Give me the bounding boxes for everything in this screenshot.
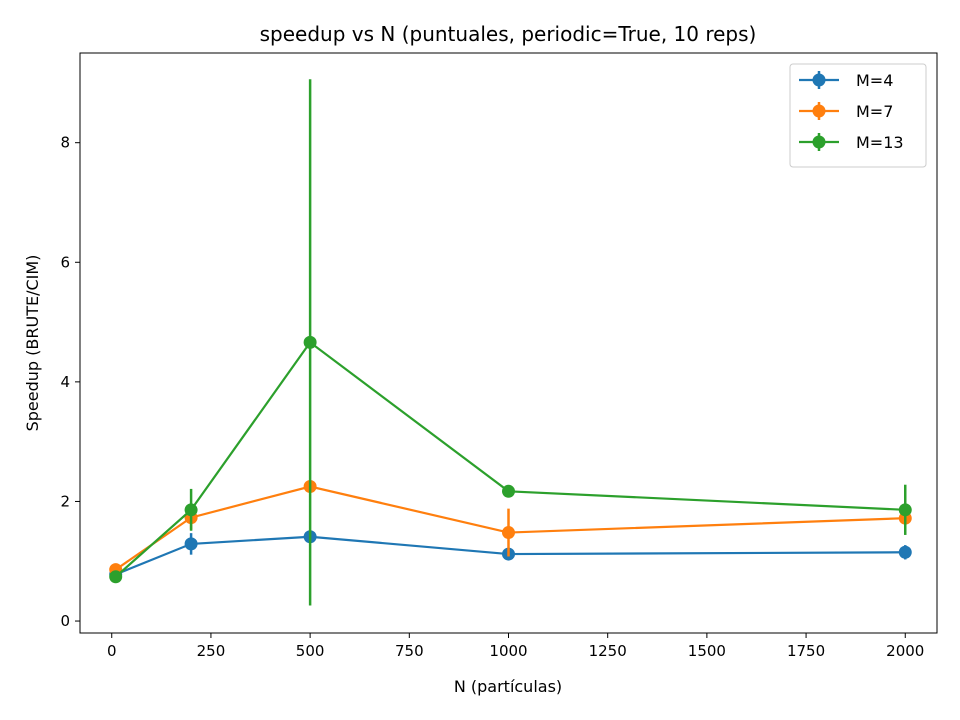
x-tick-label: 500 <box>296 642 325 660</box>
data-point <box>109 570 123 584</box>
data-point <box>898 503 912 517</box>
legend-marker <box>812 135 826 149</box>
y-tick-label: 0 <box>60 612 70 630</box>
y-tick-label: 6 <box>60 253 70 271</box>
y-tick-label: 8 <box>60 134 70 152</box>
plot-area <box>109 79 912 606</box>
y-axis: 0 2 4 6 8 <box>60 134 80 630</box>
x-tick-label: 750 <box>395 642 424 660</box>
data-point <box>502 484 515 498</box>
x-tick-label: 0 <box>107 642 117 660</box>
legend-marker <box>812 104 826 118</box>
x-tick-label: 1750 <box>787 642 825 660</box>
y-tick-label: 4 <box>60 373 70 391</box>
data-point <box>184 503 198 517</box>
data-point <box>898 545 912 559</box>
y-tick-label: 2 <box>60 492 70 510</box>
legend-label: M=4 <box>856 71 893 90</box>
y-axis-label: Speedup (BRUTE/CIM) <box>23 255 42 432</box>
data-point <box>303 335 317 349</box>
legend-item: M=4 <box>799 71 893 90</box>
x-axis-label: N (partículas) <box>454 677 562 696</box>
data-point <box>184 537 198 551</box>
chart-title: speedup vs N (puntuales, periodic=True, … <box>260 22 757 46</box>
x-tick-label: 1000 <box>489 642 527 660</box>
legend-label: M=7 <box>856 102 893 121</box>
x-tick-label: 2000 <box>886 642 924 660</box>
data-point <box>502 526 515 540</box>
legend-label: M=13 <box>856 133 904 152</box>
legend: M=4 M=7 M=13 <box>789 63 927 168</box>
x-tick-label: 1250 <box>589 642 627 660</box>
series-2 <box>109 79 912 606</box>
x-axis: 0 250 500 750 1000 1250 1500 1750 2000 <box>107 633 924 660</box>
x-tick-label: 250 <box>197 642 226 660</box>
x-tick-label: 1500 <box>688 642 726 660</box>
legend-marker <box>812 73 826 87</box>
legend-item: M=7 <box>799 102 893 121</box>
legend-item: M=13 <box>799 133 904 152</box>
